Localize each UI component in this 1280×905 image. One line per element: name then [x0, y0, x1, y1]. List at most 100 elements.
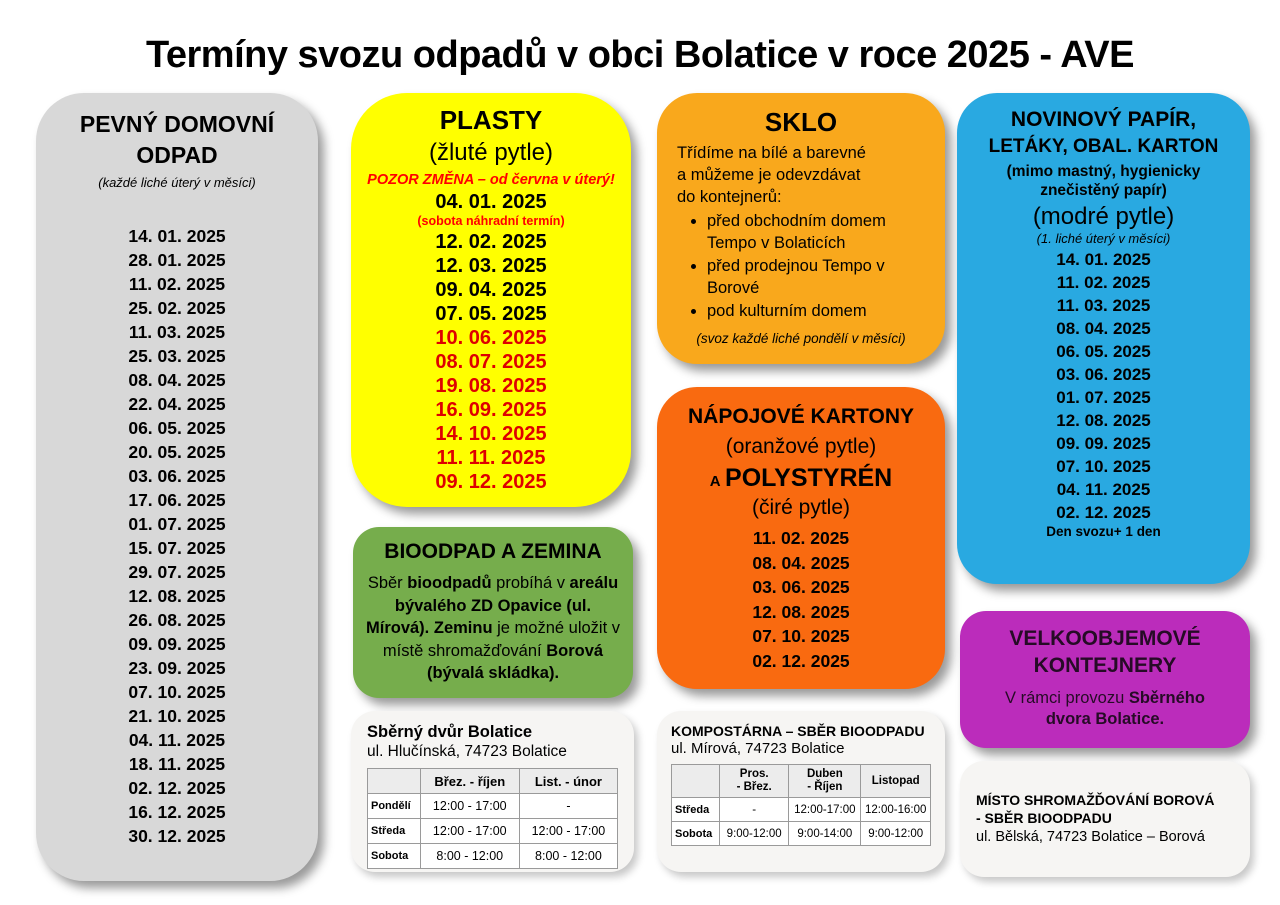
panel-sberny-dvur: Sběrný dvůr Bolatice ul. Hlučínská, 7472…: [351, 711, 634, 872]
papir-note-schedule: (1. liché úterý v měsíci): [1036, 231, 1171, 246]
misto-address: ul. Bělská, 74723 Bolatice – Borová: [976, 829, 1205, 845]
pevny-title: PEVNÝ DOMOVNÍ ODPAD: [36, 109, 318, 171]
collection-date: 15. 07. 2025: [128, 538, 226, 558]
collection-date: 14. 01. 2025: [1056, 250, 1151, 269]
pevny-title-line1: PEVNÝ DOMOVNÍ: [79, 111, 275, 137]
bioodpad-text-segment: areálu bývalého ZD Opavice (ul. Mírová).: [366, 574, 619, 637]
collection-date: 01. 07. 2025: [128, 514, 226, 534]
bioodpad-text-segment: Zeminu: [433, 619, 493, 637]
velko-title-line1: VELKOOBJEMOVÉ: [1009, 627, 1201, 650]
bioodpad-title: BIOODPAD A ZEMINA: [384, 540, 602, 563]
header-row: Břez. - říjen List. - únor: [367, 768, 619, 794]
sklo-intro-line: a můžeme je odevzdávat: [677, 166, 861, 184]
panel-sklo: SKLO Třídíme na bílé a barevné a můžeme j…: [657, 93, 945, 364]
row-label: Středa: [670, 797, 721, 822]
table-cell: -: [719, 797, 790, 822]
collection-date: 10. 06. 2025: [435, 327, 547, 349]
napojove-polystyren-line: A POLYSTYRÉN: [657, 464, 945, 493]
table-cell: 12:00-17:00: [788, 797, 862, 822]
collection-date: 14. 10. 2025: [435, 423, 547, 445]
papir-note-exclusion: (mimo mastný, hygienicky znečistěný papí…: [1006, 163, 1201, 199]
napojove-title: NÁPOJOVÉ KARTONY: [688, 405, 914, 428]
collection-date: 04. 11. 2025: [128, 730, 226, 750]
velko-text-segment: V rámci provozu: [1005, 689, 1129, 707]
column-header: Duben - Říjen: [788, 764, 862, 798]
kompostarna-address: ul. Mírová, 74723 Bolatice: [671, 740, 845, 757]
table-row: Středa -12:00-17:00 12:00-16:00: [670, 797, 931, 822]
header-row: Pros. - Břez. Duben - Říjen Listopad: [670, 764, 931, 798]
collection-date: 11. 02. 2025: [1056, 273, 1151, 292]
papir-title-1: NOVINOVÝ PAPÍR,: [1010, 108, 1197, 131]
collection-date: 03. 06. 2025: [128, 466, 226, 486]
plasty-date-list: 12. 02. 2025 12. 03. 2025 09. 04. 2025 07. …: [351, 230, 631, 494]
collection-date: 04. 11. 2025: [1056, 480, 1151, 499]
panel-napojove-kartony: NÁPOJOVÉ KARTONY (oranžové pytle) A POLY…: [657, 387, 945, 689]
page-title: Termíny svozu odpadů v obci Bolatice v r…: [145, 34, 1135, 76]
collection-date: 29. 07. 2025: [128, 562, 226, 582]
papir-date-list: 14. 01. 2025 11. 02. 2025 11. 03. 2025 08. …: [957, 248, 1250, 524]
collection-date: 06. 05. 2025: [1056, 342, 1151, 361]
collection-date: 07. 10. 2025: [128, 682, 226, 702]
napojove-date-list: 11. 02. 2025 08. 04. 2025 03. 06. 2025 12. …: [657, 526, 945, 673]
bioodpad-text-segment: Sběr: [367, 574, 408, 592]
velko-title-line2: KONTEJNERY: [1033, 654, 1177, 677]
table-cell: 9:00-12:00: [719, 821, 790, 846]
collection-date: 26. 08. 2025: [128, 610, 226, 630]
table-cell: 8:00 - 12:00: [419, 843, 520, 869]
napojove-polystyren: POLYSTYRÉN: [725, 464, 893, 492]
collection-date: 22. 04. 2025: [128, 394, 226, 414]
row-label: Sobota: [670, 821, 721, 846]
plasty-title: PLASTY: [439, 105, 543, 135]
column-header: Listopad: [860, 764, 931, 798]
collection-date: 09. 09. 2025: [128, 634, 226, 654]
misto-line-2: - SBĚR BIOODPADU: [976, 810, 1112, 826]
collection-date: 08. 04. 2025: [128, 370, 226, 390]
collection-date: 21. 10. 2025: [128, 706, 226, 726]
collection-date: 23. 09. 2025: [128, 658, 226, 678]
table-cell: 9:00-12:00: [860, 821, 931, 846]
collection-date: 19. 08. 2025: [435, 375, 547, 397]
collection-date: 18. 11. 2025: [128, 754, 226, 774]
collection-date: 12. 08. 2025: [752, 601, 850, 622]
bioodpad-text-segment: bioodpadů: [407, 574, 492, 592]
collection-date: 12. 02. 2025: [435, 231, 547, 253]
sberny-opening-hours-table: Břez. - říjen List. - únor Pondělí 12:00 -…: [367, 768, 619, 869]
plasty-subtitle: (žluté pytle): [428, 139, 554, 166]
plasty-first-date: 04. 01. 2025: [435, 191, 547, 213]
collection-date: 03. 06. 2025: [752, 577, 850, 597]
collection-date: 12. 08. 2025: [128, 586, 226, 606]
panel-novinovy-papir: NOVINOVÝ PAPÍR, LETÁKY, OBAL. KARTON (mi…: [957, 93, 1250, 584]
sklo-title: SKLO: [764, 107, 838, 137]
panel-misto-borova: MÍSTO SHROMAŽĎOVÁNÍ BOROVÁ - SBĚR BIOODP…: [960, 761, 1250, 877]
sberny-title: Sběrný dvůr Bolatice: [367, 723, 533, 741]
bioodpad-body: Sběr bioodpadů probíhá v areálu bývalého…: [366, 572, 620, 685]
collection-date: 11. 11. 2025: [436, 447, 546, 469]
napojove-a: A: [709, 473, 721, 490]
collection-date: 09. 12. 2025: [435, 471, 547, 493]
table-cell: 12:00-16:00: [860, 797, 931, 822]
column-header: List. - únor: [518, 768, 619, 794]
row-label: Středa: [367, 818, 421, 844]
papir-note-bags: (modré pytle): [1032, 203, 1175, 230]
table-row: Sobota 9:00-12:00 9:00-14:00 9:00-12:00: [670, 821, 931, 846]
kompostarna-opening-hours-table: Pros. - Břez. Duben - Říjen Listopad Střed…: [670, 764, 931, 846]
collection-date: 08. 07. 2025: [435, 351, 547, 373]
sklo-location: pod kulturním domem: [707, 300, 912, 322]
collection-date: 02. 12. 2025: [1056, 503, 1151, 522]
pevny-title-line2: ODPAD: [136, 142, 218, 168]
sklo-location: před prodejnou Tempo v Borové: [707, 255, 912, 299]
velko-body: V rámci provozu Sběrného dvora Bolatice.: [988, 688, 1223, 730]
table-row: Pondělí 12:00 - 17:00-: [367, 793, 619, 819]
velko-text-segment: Sběrného dvora Bolatice.: [1045, 689, 1205, 728]
collection-date: 07. 10. 2025: [1056, 457, 1151, 476]
collection-date: 02. 12. 2025: [128, 778, 226, 798]
collection-date: 02. 12. 2025: [752, 650, 850, 671]
plasty-first-date-note: (sobota náhradní termín): [417, 214, 565, 228]
misto-line-1: MÍSTO SHROMAŽĎOVÁNÍ BOROVÁ: [976, 792, 1215, 808]
kompostarna-title: KOMPOSTÁRNA – SBĚR BIOODPADU: [671, 723, 925, 739]
column-header: Břez. - říjen: [419, 768, 520, 794]
panel-pevny-domovni-odpad: PEVNÝ DOMOVNÍ ODPAD (každé liché úterý v…: [36, 93, 318, 881]
sklo-location: před obchodním domem Tempo v Bolaticích: [707, 210, 912, 254]
napojove-subtitle2: (čiré pytle): [751, 496, 851, 519]
